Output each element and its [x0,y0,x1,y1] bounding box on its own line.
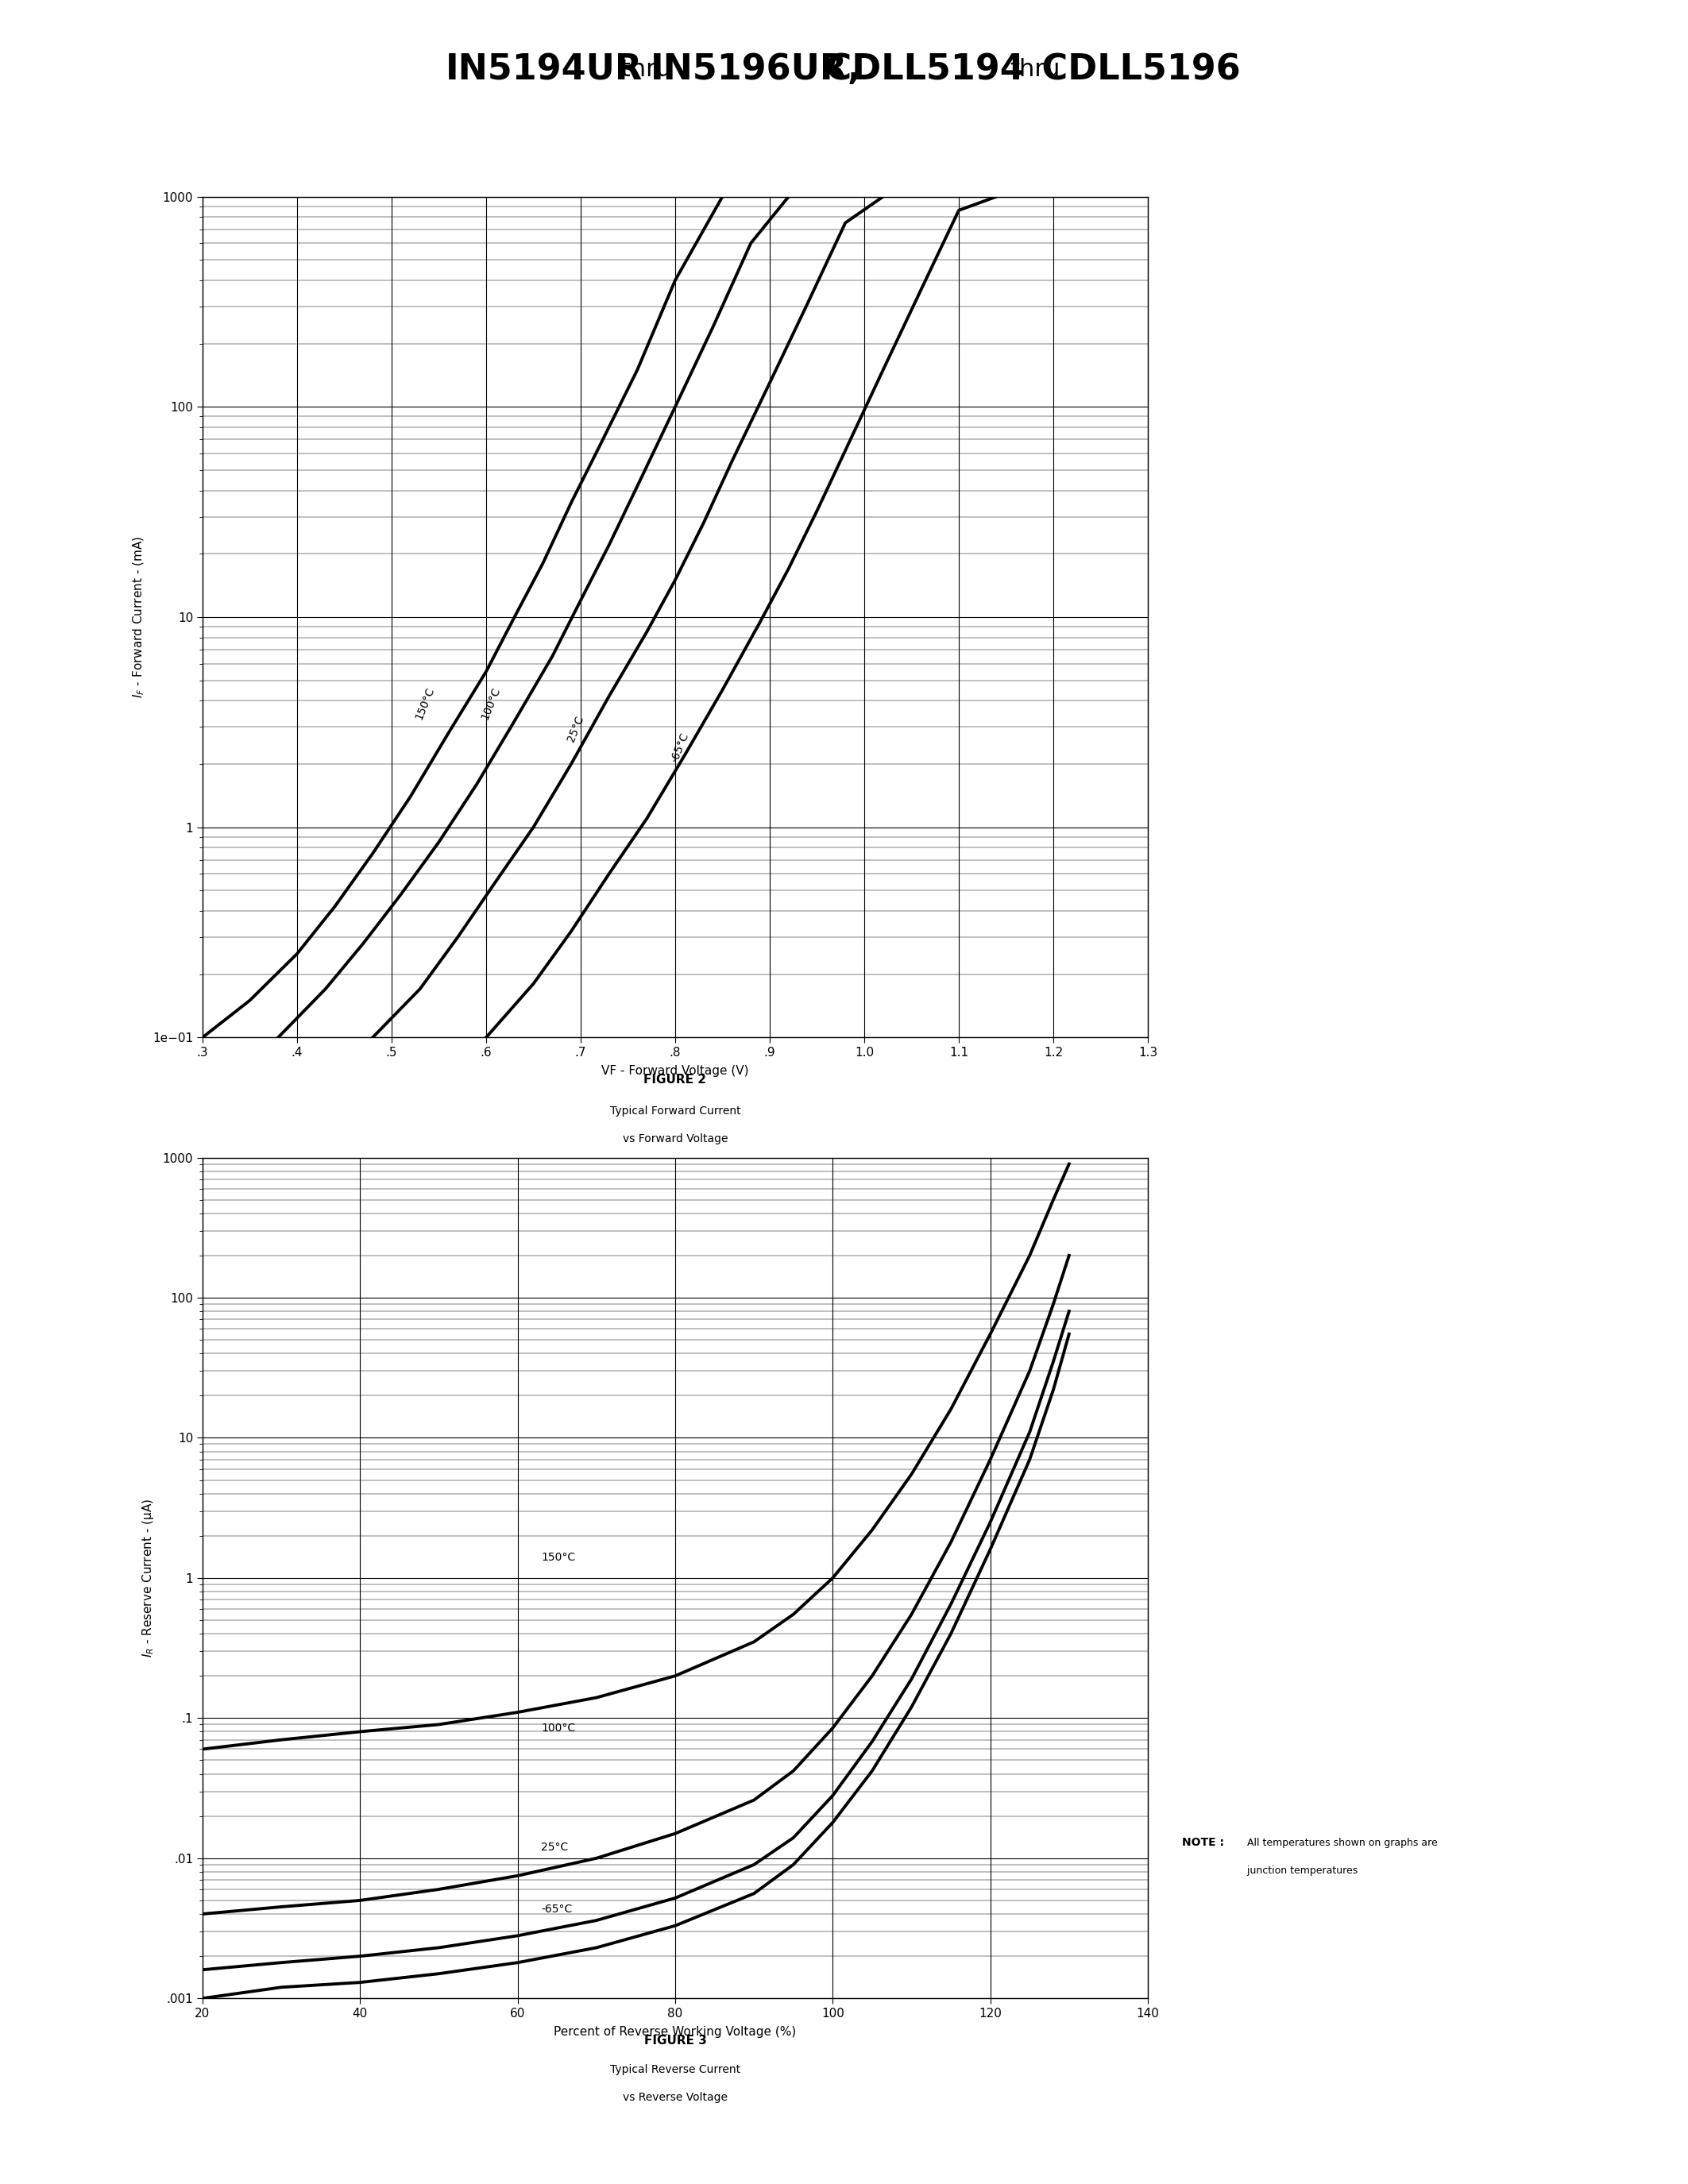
Text: 150°C: 150°C [414,686,436,721]
Y-axis label: $I_R$ - Reserve Current - (μA): $I_R$ - Reserve Current - (μA) [140,1498,155,1658]
Text: junction temperatures: junction temperatures [1241,1865,1357,1876]
Text: vs Forward Voltage: vs Forward Voltage [623,1133,728,1144]
Text: thru: thru [1009,59,1060,81]
Text: NOTE :: NOTE : [1182,1837,1224,1848]
Text: Typical Reverse Current: Typical Reverse Current [609,2064,741,2075]
Text: -65°C: -65°C [542,1904,572,1915]
X-axis label: Percent of Reverse Working Voltage (%): Percent of Reverse Working Voltage (%) [554,2027,797,2038]
X-axis label: VF - Forward Voltage (V): VF - Forward Voltage (V) [601,1066,749,1077]
Text: FIGURE 3: FIGURE 3 [643,2035,707,2046]
Text: IN5196UR,: IN5196UR, [650,52,863,87]
Text: 150°C: 150°C [542,1553,576,1564]
Text: IN5194UR: IN5194UR [446,52,643,87]
Y-axis label: $I_F$ - Forward Current - (mA): $I_F$ - Forward Current - (mA) [132,535,145,699]
Text: vs Reverse Voltage: vs Reverse Voltage [623,2092,728,2103]
Text: 25°C: 25°C [542,1841,569,1852]
Text: -65°C: -65°C [668,732,690,764]
Text: CDLL5196: CDLL5196 [1030,52,1241,87]
Text: thru: thru [613,59,679,81]
Text: 100°C: 100°C [542,1723,576,1734]
Text: Typical Forward Current: Typical Forward Current [609,1105,741,1116]
Text: All temperatures shown on graphs are: All temperatures shown on graphs are [1241,1837,1438,1848]
Text: 100°C: 100°C [479,686,503,721]
Text: CDLL5194: CDLL5194 [814,52,1036,87]
Text: 25°C: 25°C [565,714,586,743]
Text: FIGURE 2: FIGURE 2 [643,1075,707,1085]
